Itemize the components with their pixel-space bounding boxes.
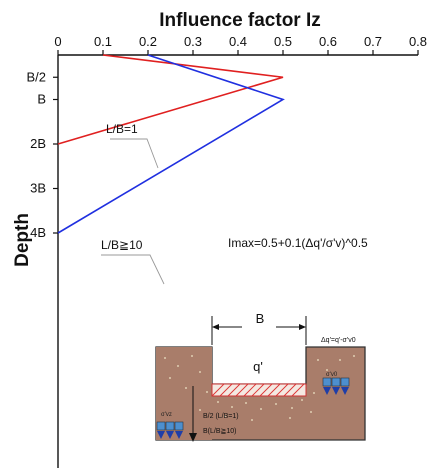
x-tick-label: 0.7 <box>364 34 382 49</box>
y-ticks: B/2 B 2B 3B 4B <box>26 69 58 240</box>
series-line-lb10 <box>57 54 285 234</box>
leader-lb10 <box>101 254 165 285</box>
x-tick-label: 0.2 <box>139 34 157 49</box>
x-tick-label: 0.8 <box>409 34 427 49</box>
inset-depth2: B(L/B≧10) <box>203 428 237 435</box>
x-tick-label: 0.1 <box>94 34 112 49</box>
leader-lines <box>101 138 165 285</box>
soil-speckle <box>164 355 355 421</box>
x-tick-label: 0.6 <box>319 34 337 49</box>
y-tick-label: 3B <box>30 181 46 196</box>
chart-title: Influence factor Iz <box>159 10 321 31</box>
label-lb1: L/B=1 <box>106 122 138 136</box>
leader-lb1 <box>110 138 159 169</box>
y-axis-label: Depth <box>12 213 33 267</box>
load-hatch <box>211 383 305 397</box>
y-tick-label: 4B <box>30 225 46 240</box>
footing-inset: B q' Δq'=q'-σ'v0 σ'v0 σ'vz B/2 (L/B=1) B… <box>155 311 366 442</box>
label-lb10: L/B≧10 <box>101 238 143 252</box>
soil-top-left <box>156 347 212 440</box>
y-tick-label: B/2 <box>26 69 46 84</box>
y-tick-label: B <box>37 92 46 107</box>
series-layer <box>57 54 285 234</box>
series-line-lb1 <box>57 54 284 145</box>
inset-width-label: B <box>256 311 265 326</box>
inset-sigma-vz: σ'vz <box>161 412 172 418</box>
depth-arrow <box>189 386 197 442</box>
y-tick-label: 2B <box>30 136 46 151</box>
formula-annotation: Imax=0.5+0.1(Δq'/σ'v)^0.5 <box>228 236 368 250</box>
inset-sigma-v0: σ'v0 <box>326 372 338 378</box>
x-tick-label: 0 <box>54 34 61 49</box>
x-tick-label: 0.3 <box>184 34 202 49</box>
inset-delta-label: Δq'=q'-σ'v0 <box>321 337 356 344</box>
inset-depth1: B/2 (L/B=1) <box>203 413 239 420</box>
x-tick-label: 0.4 <box>229 34 247 49</box>
water-table-left <box>156 421 184 439</box>
water-table-right <box>322 377 350 395</box>
loaded-area <box>211 383 307 397</box>
dimension-b <box>211 316 307 345</box>
inset-load-label: q' <box>253 359 263 374</box>
x-ticks: 0 0.1 0.2 0.3 0.4 0.5 0.6 0.7 0.8 <box>54 34 427 55</box>
x-tick-label: 0.5 <box>274 34 292 49</box>
